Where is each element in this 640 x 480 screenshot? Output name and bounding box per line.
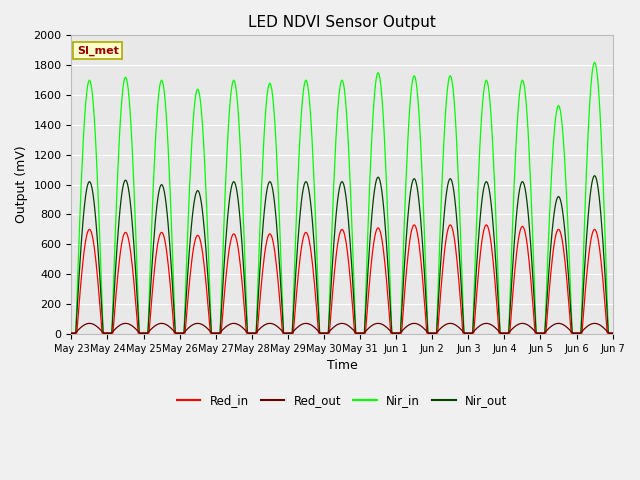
Y-axis label: Output (mV): Output (mV) — [15, 146, 28, 223]
Title: LED NDVI Sensor Output: LED NDVI Sensor Output — [248, 15, 436, 30]
Text: SI_met: SI_met — [77, 46, 118, 56]
X-axis label: Time: Time — [326, 359, 357, 372]
Legend: Red_in, Red_out, Nir_in, Nir_out: Red_in, Red_out, Nir_in, Nir_out — [172, 389, 512, 411]
